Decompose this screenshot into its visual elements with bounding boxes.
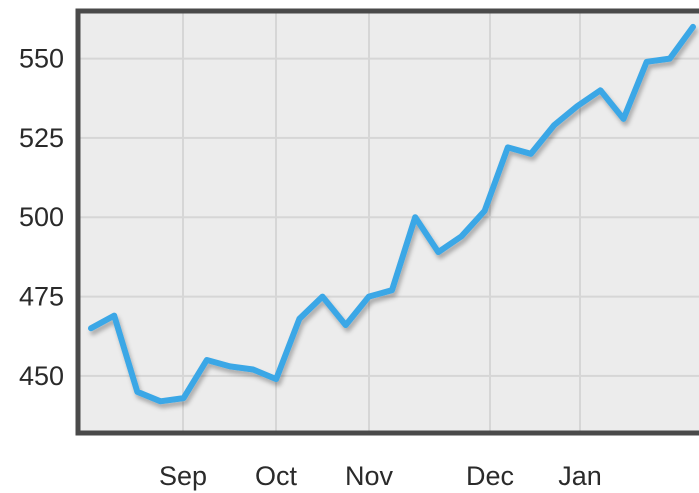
y-axis-ticks: 450 475 500 525 550 bbox=[19, 44, 64, 391]
grid-lines bbox=[78, 11, 699, 433]
y-tick-label: 450 bbox=[19, 361, 64, 391]
series-group bbox=[88, 23, 696, 405]
y-tick-label: 525 bbox=[19, 123, 64, 153]
x-tick-label: Dec bbox=[466, 461, 514, 491]
x-tick-label: Oct bbox=[255, 461, 298, 491]
plot-frame bbox=[75, 8, 699, 436]
plot-area bbox=[78, 11, 699, 433]
y-tick-label: 550 bbox=[19, 44, 64, 74]
x-axis-ticks: Sep Oct Nov Dec Jan bbox=[159, 461, 602, 491]
y-tick-label: 475 bbox=[19, 282, 64, 312]
series-line bbox=[88, 23, 696, 405]
x-tick-label: Nov bbox=[345, 461, 394, 491]
y-tick-label: 500 bbox=[19, 202, 64, 232]
x-tick-label: Sep bbox=[159, 461, 207, 491]
x-tick-label: Jan bbox=[558, 461, 602, 491]
